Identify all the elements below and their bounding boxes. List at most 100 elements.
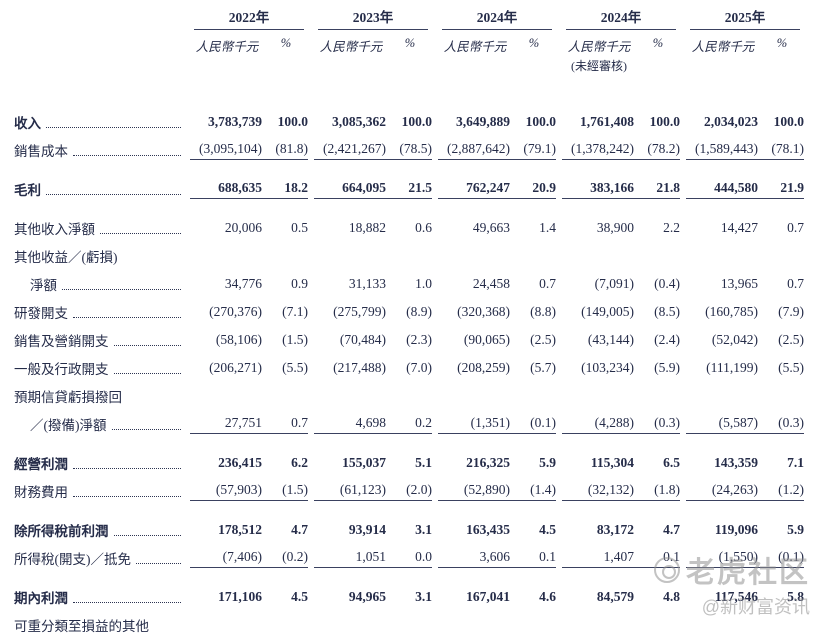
percent-cell: (0.1) [760,549,804,568]
percent-cell: 1.4 [539,220,556,235]
percent-cell: 4.8 [663,589,680,604]
percent-cell: (8.9) [406,304,432,319]
value-group-3: 163,435 4.5 [438,522,556,540]
year-label: 2022年 [228,10,270,25]
amount-cell [686,264,760,266]
year-underline [690,29,800,30]
value-group-5: 14,427 0.7 [686,220,804,238]
amount-cell: (5,587) [686,415,760,434]
value-group-4: 1,761,408 100.0 [562,114,680,132]
unaudited-note-row: (未經審核) [562,57,680,74]
amount-cell: 216,325 [466,455,510,470]
amount-cell: 83,172 [596,522,634,537]
percent-cell: (0.2) [264,549,308,568]
dotted-leader [113,535,181,536]
value-group-2: (217,488) (7.0) [314,360,432,378]
percent-cell: 3.1 [415,589,432,604]
percent-cell: 0.7 [787,220,804,235]
value-group-1 [190,404,308,406]
amount-cell: (4,288) [562,415,636,434]
row-label: 研發開支 [14,306,68,321]
row-label: 一般及行政開支 [14,362,109,377]
value-group-5: (5,587) (0.3) [686,415,804,434]
value-group-4: (103,234) (5.9) [562,360,680,378]
percent-cell: (0.3) [636,415,680,434]
amount-cell: (32,132) [562,482,636,501]
percent-cell [512,264,556,266]
percent-cell: (2.0) [388,482,432,501]
percent-unit-label: % [404,36,416,50]
amount-cell: (90,065) [463,332,510,347]
row-label-cell: 可重分類至損益的其他 [14,615,184,633]
percent-cell: 21.5 [388,180,432,199]
percent-cell: (7.0) [406,360,432,375]
table-row: 經營利潤 236,415 6.2 155,037 5.1 216,325 5.9 115,30… [14,445,812,473]
amount-cell: 444,580 [686,180,760,199]
percent-cell: (81.8) [264,141,308,160]
value-group-1: 34,776 0.9 [190,276,308,294]
value-group-3: 3,606 0.1 [438,549,556,568]
percent-cell: (1.5) [282,332,308,347]
amount-cell: 3,649,889 [456,114,510,129]
value-group-5: 13,965 0.7 [686,276,804,294]
amount-cell: 2,034,023 [704,114,758,129]
percent-cell: (2.4) [654,332,680,347]
percent-cell: 3.1 [415,522,432,537]
value-group-4: 84,579 4.8 [562,589,680,607]
amount-cell: 31,133 [348,276,386,291]
row-label-cell: 其他收益／(虧損) [14,246,184,266]
value-group-2 [314,264,432,266]
value-group-4: 83,172 4.7 [562,522,680,540]
table-row: 收入 3,783,739 100.0 3,085,362 100.0 3,649,889 1… [14,104,812,132]
units-row: 人民幣千元% [438,36,556,55]
value-group-1: 178,512 4.7 [190,522,308,540]
value-group-5 [686,404,804,406]
value-group-2: (70,484) (2.3) [314,332,432,350]
percent-cell: 100.0 [649,114,680,129]
amount-cell: 167,041 [466,589,510,604]
dotted-leader [73,317,181,318]
value-group-5: (1,550) (0.1) [686,549,804,568]
dotted-leader [113,373,181,374]
value-group-2: (2,421,267) (78.5) [314,141,432,160]
percent-cell: (5.9) [654,360,680,375]
table-row: 可重分類至損益的其他 [14,607,812,633]
dotted-leader [73,155,181,156]
amount-cell: 115,304 [590,455,634,470]
value-group-1 [190,264,308,266]
row-label: 收入 [14,116,41,131]
value-group-3: (90,065) (2.5) [438,332,556,350]
value-group-3: 49,663 1.4 [438,220,556,238]
amount-cell: 178,512 [218,522,262,537]
year-group-2: 2023年 人民幣千元% [314,6,432,74]
value-group-4: 383,166 21.8 [562,180,680,199]
percent-cell [512,404,556,406]
amount-cell: (3,095,104) [190,141,264,160]
table-row: 研發開支 (270,376) (7.1) (275,799) (8.9) (320,368… [14,294,812,322]
value-group-1: 27,751 0.7 [190,415,308,434]
percent-cell: (0.3) [760,415,804,434]
watermark: 老虎社区 @新财富资讯 [653,549,810,619]
amount-cell: 155,037 [342,455,386,470]
percent-cell: (8.5) [654,304,680,319]
amount-cell: (58,106) [215,332,262,347]
amount-cell: (206,271) [209,360,262,375]
percent-cell: 0.5 [291,220,308,235]
amount-cell: 4,698 [314,415,388,434]
units-row: 人民幣千元% [190,36,308,55]
value-group-2: 94,965 3.1 [314,589,432,607]
amount-cell: (70,484) [339,332,386,347]
units-row: 人民幣千元% [314,36,432,55]
value-group-2: 1,051 0.0 [314,549,432,568]
amount-cell: 688,635 [190,180,264,199]
table-row: 預期信貸虧損撥回 [14,378,812,406]
amount-cell: 49,663 [472,220,510,235]
amount-cell: (103,234) [581,360,634,375]
amount-cell: 171,106 [218,589,262,604]
amount-cell: 14,427 [720,220,758,235]
value-group-2: 664,095 21.5 [314,180,432,199]
value-group-1: (206,271) (5.5) [190,360,308,378]
currency-unit-label: 人民幣千元 [443,40,507,54]
value-group-3: (2,887,642) (79.1) [438,141,556,160]
value-group-5 [686,264,804,266]
